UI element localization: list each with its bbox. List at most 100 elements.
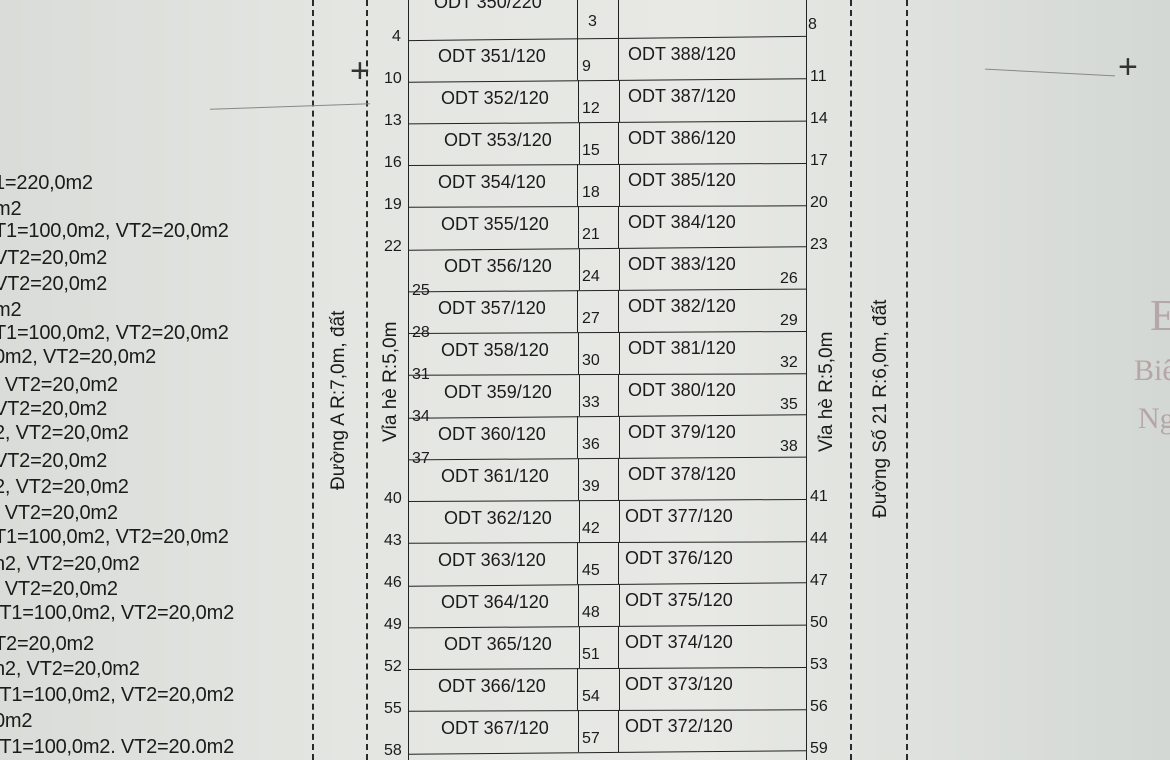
lot-boundary-line: [407, 373, 807, 376]
point-number: 59: [810, 740, 828, 757]
legend-line: T1=100,0m2, VT2=20,0m2: [0, 322, 229, 344]
lot-boundary-line: [408, 582, 806, 587]
point-number: 32: [780, 354, 798, 371]
lot-divider: [618, 710, 619, 752]
lot-divider: [619, 332, 620, 374]
lot-label-left: ODT 353/120: [444, 130, 552, 150]
lot-divider: [579, 500, 580, 542]
legend-line: T2=20,0m2: [0, 633, 94, 655]
point-number: 50: [810, 614, 828, 631]
legend-line: m2: [0, 198, 22, 220]
lot-divider: [618, 626, 619, 668]
lot-divider: [619, 668, 620, 710]
lot-divider: [579, 122, 580, 164]
lot-boundary-line: [408, 162, 806, 167]
legend-line: , VT2=20,0m2: [0, 502, 118, 524]
lot-boundary-line: [408, 35, 806, 42]
lot-label-right: ODT 383/120: [628, 254, 736, 274]
stamp-text: Ng: [1138, 402, 1170, 435]
lot-label-partial: ODT 350/220: [434, 0, 542, 12]
legend-line: T1=100,0m2, VT2=20,0m2: [0, 526, 229, 548]
point-number: 29: [780, 312, 798, 329]
point-number: 22: [384, 238, 402, 255]
lot-label-left: ODT 361/120: [441, 466, 549, 486]
lot-label-left: ODT 351/120: [438, 46, 546, 66]
point-number: 26: [780, 270, 798, 287]
lot-boundary-right: [806, 0, 807, 760]
point-number: 38: [780, 438, 798, 455]
lot-boundary-line: [408, 414, 806, 419]
lot-label-right: ODT 374/120: [625, 632, 733, 652]
lot-divider: [579, 626, 580, 668]
lot-label-right: ODT 384/120: [628, 212, 736, 232]
lot-label-right: ODT 378/120: [628, 464, 736, 484]
lot-divider: [579, 248, 580, 290]
lot-label-left: ODT 364/120: [441, 592, 549, 612]
point-number: 30: [582, 352, 600, 369]
lot-boundary-line: [408, 78, 806, 83]
lot-divider: [618, 374, 619, 416]
point-number: 37: [412, 450, 430, 467]
legend-line: VT2=20,0m2: [0, 273, 108, 295]
lot-label-left: ODT 367/120: [441, 718, 549, 738]
lot-divider: [619, 248, 620, 290]
lot-label-left: ODT 352/120: [441, 88, 549, 108]
legend-line: VT2=20,0m2: [0, 247, 108, 269]
point-number: 56: [810, 698, 828, 715]
lot-divider: [579, 374, 580, 416]
stamp-text: Biê: [1134, 354, 1170, 387]
point-number: 55: [384, 700, 402, 717]
lot-boundary-line: [407, 541, 807, 544]
lot-boundary-line: [408, 456, 806, 461]
point-number: 18: [582, 184, 600, 201]
point-number: 20: [810, 194, 828, 211]
point-number: 51: [582, 646, 600, 663]
lot-label-left: ODT 359/120: [444, 382, 552, 402]
road-label-right: Đường Số 21 R:6,0m, đất: [870, 299, 891, 518]
legend-line: 0m2, VT2=20,0m2: [0, 346, 157, 368]
lot-boundary-line: [407, 709, 807, 712]
crosshair-marker-icon: +: [350, 52, 370, 90]
point-number: 45: [582, 562, 600, 579]
lot-divider: [618, 206, 619, 248]
lot-label-right: ODT 387/120: [628, 86, 736, 106]
lot-label-right: ODT 388/120: [628, 44, 736, 64]
point-number: 23: [810, 236, 828, 253]
lot-label-left: ODT 363/120: [438, 550, 546, 570]
lot-divider: [578, 584, 579, 626]
lot-label-right: ODT 386/120: [628, 128, 736, 148]
road-boundary-left: [312, 0, 314, 760]
lot-label-right: ODT 379/120: [628, 422, 736, 442]
lot-divider: [618, 0, 619, 38]
faint-line: [210, 103, 370, 110]
point-number: 34: [412, 408, 430, 425]
legend-line: /T1=100,0m2, VT2=20,0m2: [0, 602, 234, 624]
point-number: 16: [384, 154, 402, 171]
lot-label-left: ODT 357/120: [438, 298, 546, 318]
point-number: 4: [392, 28, 401, 45]
stamp-text: E: [1150, 291, 1170, 340]
point-number: 47: [810, 572, 828, 589]
point-number: 54: [582, 688, 600, 705]
lot-boundary-line: [408, 666, 806, 671]
legend-line: , VT2=20,0m2: [0, 578, 118, 600]
lot-divider: [619, 500, 620, 542]
lot-label-left: ODT 366/120: [438, 676, 546, 696]
lot-label-right: ODT 376/120: [625, 548, 733, 568]
lot-divider: [578, 710, 579, 752]
sidewalk-boundary-left: [366, 0, 368, 760]
legend-line: 0m2: [0, 710, 33, 732]
point-number: 28: [412, 324, 430, 341]
legend-line: 2, VT2=20,0m2: [0, 476, 129, 498]
point-number: 57: [582, 730, 600, 747]
legend-line: n2, VT2=20,0m2: [0, 553, 140, 575]
point-number: 52: [384, 658, 402, 675]
road-boundary-right: [906, 0, 908, 760]
lot-label-right: ODT 375/120: [625, 590, 733, 610]
point-number: 42: [582, 520, 600, 537]
lot-label-right: ODT 372/120: [625, 716, 733, 736]
lot-boundary-line: [408, 120, 806, 125]
sidewalk-boundary-right: [850, 0, 852, 760]
lot-label-left: ODT 358/120: [441, 340, 549, 360]
legend-line: VT2=20,0m2: [0, 450, 108, 472]
